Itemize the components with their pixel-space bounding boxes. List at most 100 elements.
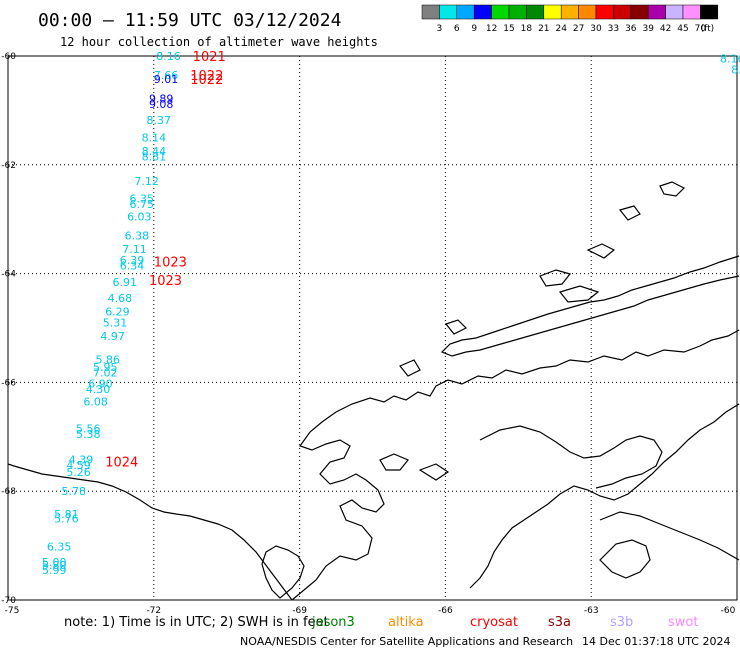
coastline-peninsula <box>291 329 740 601</box>
color-swatch <box>560 4 579 20</box>
wave-height-label: 6.29 <box>105 306 130 319</box>
satellite-legend-altika: altika <box>388 615 424 630</box>
wave-height-label: 8.81 <box>142 151 167 164</box>
wave-height-label: 5.31 <box>103 317 128 330</box>
wave-height-label: 5.26 <box>66 466 91 479</box>
wave-height-label: 6.34 <box>120 259 145 272</box>
color-swatch <box>682 4 701 20</box>
wave-height-label: 8.14 <box>142 132 167 145</box>
wave-height-label: 9.08 <box>149 98 174 111</box>
pressure-label: 1021 <box>193 50 226 65</box>
color-scale-label: 3 <box>437 24 443 34</box>
wave-height-label: 6.39 <box>120 254 145 267</box>
wave-height-label: 6.03 <box>127 210 152 223</box>
wave-height-label: 5.99 <box>42 564 67 577</box>
coastline-palmer-land <box>7 463 293 601</box>
wave-height-labels: 8.16 7.669.01 9.899.08 8.37 8.148.448.81 7.12… <box>42 50 740 577</box>
graticule <box>8 56 737 600</box>
color-scale-label: 45 <box>677 24 688 34</box>
satellite-legend: jason3 altika cryosat s3a s3b swot <box>311 615 698 630</box>
wave-height-label: 6.91 <box>112 276 136 289</box>
pressure-label: 1023 <box>149 274 182 289</box>
coastline-larsen-ice <box>479 425 663 489</box>
wave-height-label: 6.35 <box>47 541 72 554</box>
latitude-label: -64 <box>1 270 16 280</box>
color-scale-label: 36 <box>625 24 637 34</box>
color-swatch <box>595 4 614 20</box>
color-swatch <box>473 4 492 20</box>
color-swatch <box>700 4 719 20</box>
wave-height-label: 8.16 <box>720 53 740 66</box>
satellite-legend-swot: swot <box>668 615 698 630</box>
wave-height-label: 5.81 <box>54 508 79 521</box>
color-scale-label: 9 <box>471 24 477 34</box>
coastline-southeast <box>599 511 740 579</box>
pressure-label: 1024 <box>105 455 138 470</box>
footer-timestamp: 14 Dec 01:37:18 UTC 2024 <box>582 635 730 648</box>
color-scale-label: 24 <box>555 24 567 34</box>
color-swatch <box>613 4 632 20</box>
latitude-label: -66 <box>1 378 16 388</box>
longitude-label: -60 <box>721 606 736 616</box>
coastline-eastern-coast <box>469 403 740 589</box>
color-scale-label: 33 <box>608 24 619 34</box>
latitude-label: -62 <box>1 161 16 171</box>
satellite-legend-cryosat: cryosat <box>470 615 518 630</box>
coastline-islands-north <box>440 255 740 357</box>
color-swatch <box>456 4 475 20</box>
color-swatch <box>439 4 458 20</box>
pressure-label: 1022 <box>190 69 223 84</box>
latitude-label: -68 <box>1 487 16 497</box>
latitude-label: -60 <box>1 52 16 62</box>
color-scale-label: (ft) <box>701 24 715 34</box>
coastline-islands-central <box>379 319 468 481</box>
wave-height-label: 9.89 <box>149 92 174 105</box>
wave-height-label: 8.16 <box>156 50 181 63</box>
wave-height-label: 5.86 <box>95 354 120 367</box>
wave-height-label: 4.39 <box>69 454 94 467</box>
color-swatch <box>491 4 510 20</box>
wave-height-label: 6.75 <box>130 198 155 211</box>
longitude-label: -72 <box>146 606 161 616</box>
wave-height-label: 8.37 <box>147 114 172 127</box>
wave-height-label: 5.00 <box>42 556 67 569</box>
wave-height-label: 7.12 <box>134 175 159 188</box>
color-scale-label: 70 <box>695 24 707 34</box>
latitude-labels: -60 -62 -64 -66 -68 -70 <box>1 52 16 606</box>
wave-height-label: 8.44 <box>142 145 167 158</box>
color-swatch <box>578 4 597 20</box>
map-frame <box>7 55 738 601</box>
color-scale-label: 42 <box>660 24 671 34</box>
pressure-label: 1022 <box>190 73 223 88</box>
longitude-label: -69 <box>292 606 307 616</box>
wave-height-label: 4.68 <box>108 292 133 305</box>
satellite-legend-s3a: s3a <box>548 615 571 630</box>
map-subtitle: 12 hour collection of altimeter wave hei… <box>60 35 378 49</box>
footer-credit: NOAA/NESDIS Center for Satellite Applica… <box>240 635 573 648</box>
color-scale-label: 21 <box>538 24 549 34</box>
wave-height-label: 8. <box>731 64 740 77</box>
wave-height-label: 7.66 <box>154 69 179 82</box>
color-swatch <box>526 4 545 20</box>
wave-height-label: 6.38 <box>125 230 150 243</box>
wave-height-label: 5.76 <box>54 512 79 525</box>
color-swatch <box>665 4 684 20</box>
color-scale-label: 6 <box>454 24 460 34</box>
color-swatch <box>647 4 666 20</box>
map-border <box>7 55 738 601</box>
map-title: 00:00 — 11:59 UTC 03/12/2024 <box>38 10 341 31</box>
color-swatch <box>543 4 562 20</box>
wave-height-label: 5.80 <box>42 559 67 572</box>
wave-height-label: 5.78 <box>61 485 86 498</box>
wave-height-label: 4.30 <box>86 383 111 396</box>
color-swatch <box>508 4 527 20</box>
color-scale-label: 18 <box>521 24 533 34</box>
color-swatch <box>630 4 649 20</box>
color-scale-label: 12 <box>486 24 497 34</box>
coastline-islands-ne <box>539 181 686 303</box>
longitude-labels: -75 -72 -69 -66 -63 -60 <box>5 606 736 616</box>
longitude-label: -66 <box>438 606 453 616</box>
wave-height-label: 7.02 <box>93 367 118 380</box>
